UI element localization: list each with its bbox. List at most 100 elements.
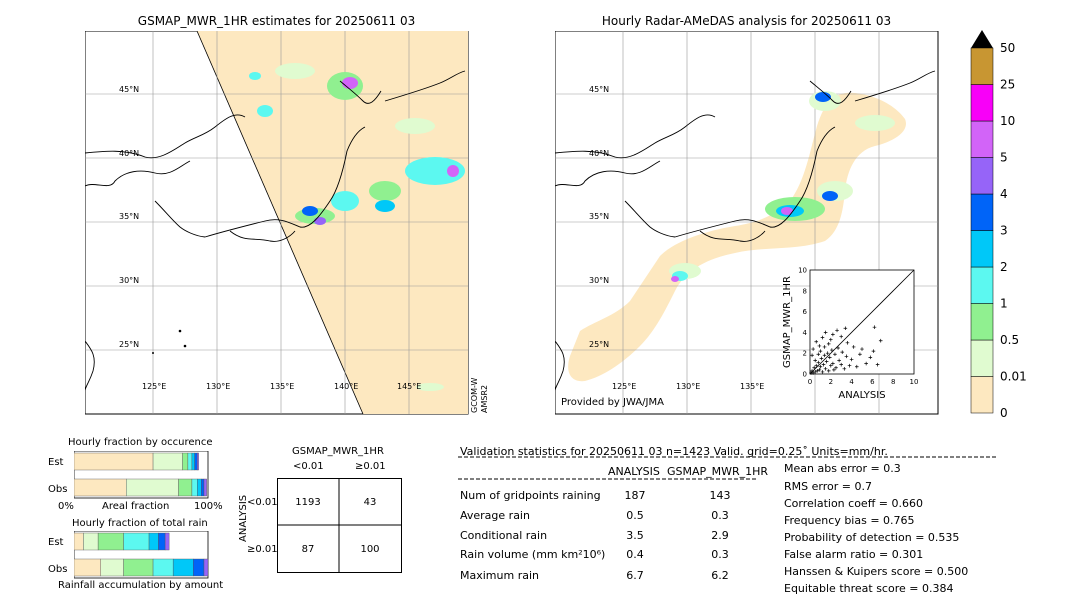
score-far: False alarm ratio = 0.301 xyxy=(784,548,924,561)
scatter-xtick: 10 xyxy=(910,378,919,386)
scatter-point xyxy=(872,325,877,329)
fraction-segment xyxy=(152,452,183,471)
contingency-row-2: ≥0.01 xyxy=(247,544,278,555)
scatter-ytick: 8 xyxy=(803,287,807,295)
scatter-point xyxy=(855,364,859,369)
sensor-label: AMSR2 xyxy=(480,384,489,413)
fraction-segment xyxy=(191,478,198,497)
scatter-point xyxy=(823,330,828,335)
fraction-segment xyxy=(193,558,205,577)
col-analysis: ANALYSIS xyxy=(608,465,660,478)
scatter-point xyxy=(810,369,814,373)
scatter-point xyxy=(833,352,837,357)
fraction-segment xyxy=(178,478,193,497)
right-lat-40: 40°N xyxy=(589,149,610,158)
scatter-point xyxy=(860,347,864,351)
fraction-segment xyxy=(83,532,99,551)
scatter-point xyxy=(843,326,848,331)
right-map xyxy=(555,31,939,415)
colorbar-swatch xyxy=(970,376,994,414)
scatter-ytick: 6 xyxy=(803,308,808,316)
colorbar-swatch xyxy=(970,303,994,341)
score-bias: Frequency bias = 0.765 xyxy=(784,514,915,527)
colorbar: 0 0.01 0.5 1 2 3 4 5 10 25 50 xyxy=(970,30,1027,418)
scatter-point xyxy=(816,352,821,357)
scatter-point xyxy=(871,349,876,353)
scatter-point xyxy=(817,344,822,348)
scatter-point xyxy=(839,334,843,339)
colorbar-level-label: 0.01 xyxy=(1000,370,1027,384)
fraction-segment xyxy=(191,452,195,471)
colorbar-swatch xyxy=(970,339,994,377)
contingency-col-2: ≥0.01 xyxy=(355,461,386,472)
scatter-point xyxy=(851,345,856,349)
scatter-point xyxy=(819,356,824,361)
scatter-point xyxy=(849,357,854,362)
colorbar-level-label: 5 xyxy=(1000,151,1008,165)
stat-gsmap-maximum: 6.2 xyxy=(711,569,729,582)
fraction-segment xyxy=(74,558,101,577)
contingency-row-1: <0.01 xyxy=(247,497,278,508)
fraction-segment xyxy=(74,452,154,471)
occurrence-bars xyxy=(74,451,209,499)
scatter-point xyxy=(842,367,847,371)
stat-label-volume: Rain volume (mm km²10⁶) xyxy=(460,548,606,561)
scatter-ylabel: GSMAP_MWR_1HR xyxy=(782,276,793,368)
validation-rules xyxy=(458,456,996,480)
contingency-cell-fn: 87 xyxy=(301,544,315,555)
fraction-segment xyxy=(187,452,193,471)
right-lat-35: 35°N xyxy=(589,212,610,221)
colorbar-swatch xyxy=(970,84,994,122)
scatter-xtick: 6 xyxy=(870,378,875,386)
colorbar-level-label: 25 xyxy=(1000,78,1015,92)
provider-credit: Provided by JWA/JMA xyxy=(561,397,664,408)
right-lat-30: 30°N xyxy=(589,276,610,285)
scatter-point xyxy=(845,341,850,345)
occurrence-title: Hourly fraction by occurence xyxy=(68,437,213,448)
contingency-cell-tn: 1193 xyxy=(295,497,321,508)
left-map-title: GSMAP_MWR_1HR estimates for 20250611 03 xyxy=(137,14,416,28)
right-lon-135: 135°E xyxy=(740,382,765,391)
scatter-ytick: 2 xyxy=(803,350,807,358)
stat-label-maximum: Maximum rain xyxy=(460,569,539,582)
satellite-label: GCOM-W xyxy=(470,377,479,413)
contingency-cell-tp: 100 xyxy=(360,544,380,555)
scatter-ytick: 10 xyxy=(798,267,807,275)
scatter-point xyxy=(832,368,836,372)
score-hk: Hanssen & Kuipers score = 0.500 xyxy=(784,565,969,578)
score-corr: Correlation coeff = 0.660 xyxy=(784,497,923,510)
fraction-segment xyxy=(126,478,179,497)
scatter-point xyxy=(836,346,840,350)
scatter-point xyxy=(878,338,883,343)
scatter-point xyxy=(825,351,830,355)
stat-label-raining: Num of gridpoints raining xyxy=(460,489,601,502)
colorbar-level-label: 0.5 xyxy=(1000,333,1019,347)
left-lat-45: 45°N xyxy=(119,85,140,94)
scatter-point xyxy=(818,349,823,353)
scatter-point xyxy=(822,353,827,358)
scatter-point xyxy=(837,358,841,363)
scatter-xtick: 2 xyxy=(829,378,833,386)
scatter-point xyxy=(826,369,831,373)
scatter-point xyxy=(816,360,821,365)
contingency-title: GSMAP_MWR_1HR xyxy=(292,446,384,457)
colorbar-level-label: 10 xyxy=(1000,114,1015,128)
fraction-segment xyxy=(197,452,199,471)
colorbar-swatch xyxy=(970,193,994,231)
right-lat-25: 25°N xyxy=(589,340,610,349)
total-title: Hourly fraction of total rain xyxy=(72,518,208,529)
col-gsmap: GSMAP_MWR_1HR xyxy=(667,465,769,478)
total-bars xyxy=(74,531,209,579)
scatter-point xyxy=(821,362,826,367)
colorbar-swatch xyxy=(970,120,994,158)
left-lon-135: 135°E xyxy=(270,382,295,391)
fraction-segment xyxy=(158,532,166,551)
left-lat-40: 40°N xyxy=(119,149,140,158)
stat-analysis-raining: 187 xyxy=(624,489,646,502)
scatter-point xyxy=(829,363,833,368)
scatter-point xyxy=(864,361,868,366)
scatter-point xyxy=(818,364,823,369)
score-mae: Mean abs error = 0.3 xyxy=(784,462,901,475)
occ-row-est: Est xyxy=(48,457,64,468)
scatter-xtick: 0 xyxy=(808,378,812,386)
